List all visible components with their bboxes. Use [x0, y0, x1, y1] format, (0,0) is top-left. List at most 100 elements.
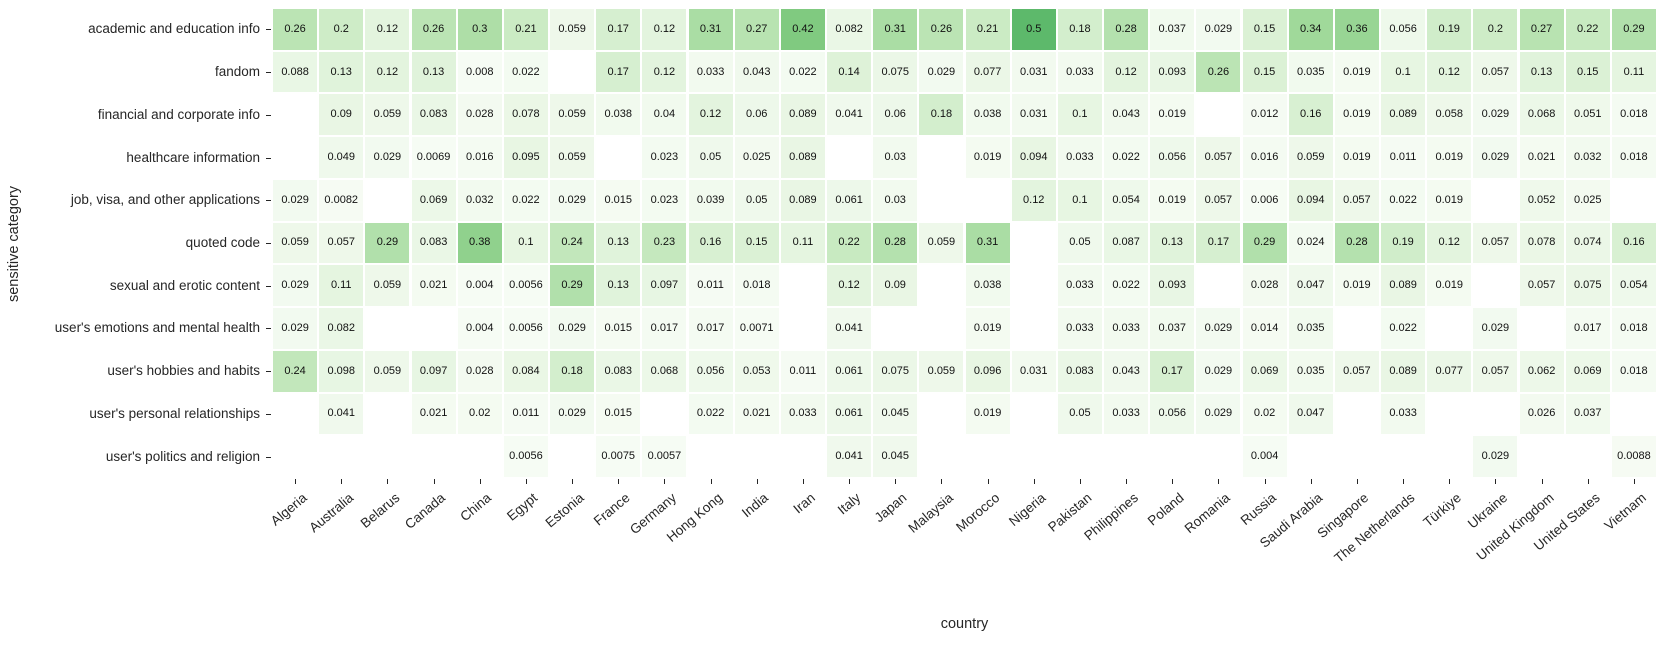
heatmap-cell: 0.075	[873, 350, 918, 392]
y-tick-mark	[266, 328, 271, 330]
x-tick-label: Estonia	[542, 490, 587, 531]
heatmap-cell: 0.11	[780, 222, 825, 264]
heatmap-cell: 0.022	[503, 51, 548, 93]
heatmap-cell: 0.016	[1242, 137, 1287, 178]
heatmap-cell: 0.028	[457, 350, 502, 392]
x-tick-label: Malaysia	[905, 490, 957, 536]
heatmap-cell: 0.019	[965, 137, 1010, 178]
heatmap-cell: 0.018	[1611, 350, 1656, 392]
heatmap-cell: 0.096	[965, 350, 1010, 392]
y-tick-label: fandom	[214, 64, 260, 80]
heatmap-cell: 0.029	[1473, 436, 1518, 477]
heatmap-cell: 0.029	[1196, 350, 1241, 392]
x-tick-label: Nigeria	[1005, 490, 1049, 529]
heatmap-cell: 0.094	[1288, 179, 1333, 221]
heatmap-cell: 0.087	[1104, 222, 1149, 264]
heatmap-cell: 0.077	[1427, 350, 1472, 392]
heatmap-cell: 0.033	[1057, 137, 1102, 178]
heatmap-cell: 0.0056	[503, 265, 548, 307]
heatmap-cell: 0.029	[919, 51, 964, 93]
heatmap-cell: 0.018	[734, 265, 779, 307]
x-tick-mark	[1172, 479, 1174, 484]
heatmap-cell: 0.1	[1057, 94, 1102, 136]
heatmap-cell: 0.022	[1381, 308, 1426, 349]
heatmap-cell: 0.12	[642, 9, 687, 50]
heatmap-cell: 0.29	[1242, 222, 1287, 264]
heatmap-cell: 0.13	[411, 51, 456, 93]
heatmap-cell: 0.022	[1104, 265, 1149, 307]
heatmap-cell: 0.024	[1288, 222, 1333, 264]
y-tick-label: user's personal relationships	[89, 405, 260, 421]
x-tick-label: Türkiye	[1420, 490, 1464, 530]
heatmap-cell: 0.059	[919, 350, 964, 392]
x-tick-mark	[525, 479, 527, 484]
heatmap-cell: 0.058	[1427, 94, 1472, 136]
y-tick-mark	[266, 243, 271, 244]
heatmap-cell: 0.033	[1381, 393, 1426, 435]
heatmap-cell: 0.047	[1288, 265, 1333, 307]
heatmap-cell: 0.2	[1473, 9, 1518, 50]
heatmap-cell: 0.04	[642, 94, 687, 136]
heatmap-cell: 0.019	[1427, 137, 1472, 178]
x-tick-mark	[295, 479, 297, 484]
x-tick-mark	[1126, 479, 1128, 484]
heatmap-cell: 0.045	[873, 393, 918, 435]
heatmap-cell: 0.02	[457, 393, 502, 435]
x-tick-label: Italy	[835, 490, 864, 518]
heatmap-cell: 0.05	[1057, 393, 1102, 435]
heatmap-cell: 0.032	[457, 179, 502, 221]
y-tick-mark	[266, 29, 271, 31]
heatmap-cell: 0.023	[642, 179, 687, 221]
heatmap-cell: 0.019	[965, 393, 1010, 435]
heatmap-cell: 0.056	[1381, 9, 1426, 50]
x-tick-mark	[1449, 479, 1451, 484]
heatmap-cell: 0.059	[550, 9, 595, 50]
heatmap-cell: 0.19	[1427, 9, 1472, 50]
heatmap-cell: 0.095	[503, 137, 548, 178]
x-tick-mark	[664, 479, 666, 484]
heatmap-cell: 0.069	[1565, 350, 1610, 392]
heatmap-cell: 0.029	[1196, 308, 1241, 349]
heatmap-cell: 0.21	[503, 9, 548, 50]
heatmap-cell: 0.0071	[734, 308, 779, 349]
heatmap-cell: 0.15	[1242, 9, 1287, 50]
x-tick-mark	[849, 479, 851, 484]
x-tick-label: Egypt	[504, 490, 541, 524]
heatmap-cell: 0.22	[827, 222, 872, 264]
heatmap-cell: 0.011	[688, 265, 733, 307]
heatmap-cell: 0.056	[1150, 137, 1195, 178]
x-tick-mark	[341, 479, 343, 484]
heatmap-cell: 0.0082	[319, 179, 364, 221]
heatmap-cell: 0.029	[365, 137, 410, 178]
heatmap-cell: 0.061	[827, 350, 872, 392]
x-tick-mark	[1218, 479, 1220, 484]
heatmap-cell: 0.21	[965, 9, 1010, 50]
heatmap-cell: 0.28	[1334, 222, 1379, 264]
heatmap-cell: 0.059	[365, 350, 410, 392]
heatmap-cell: 0.019	[1334, 137, 1379, 178]
y-tick-label: user's emotions and mental health	[54, 320, 260, 336]
heatmap-cell: 0.049	[319, 137, 364, 178]
heatmap-cell: 0.089	[1381, 265, 1426, 307]
x-tick-mark	[572, 479, 574, 484]
heatmap-cell: 0.057	[319, 222, 364, 264]
heatmap-cell: 0.051	[1565, 94, 1610, 136]
heatmap-cell: 0.045	[873, 436, 918, 477]
heatmap-cell: 0.06	[873, 94, 918, 136]
heatmap-cell: 0.12	[1104, 51, 1149, 93]
heatmap-cell: 0.18	[1057, 9, 1102, 50]
heatmap-cell: 0.056	[688, 350, 733, 392]
heatmap-cell: 0.29	[365, 222, 410, 264]
x-tick-mark	[1079, 479, 1081, 484]
heatmap-cell: 0.021	[734, 393, 779, 435]
heatmap-cell: 0.34	[1288, 9, 1333, 50]
heatmap-cell: 0.054	[1611, 265, 1656, 307]
x-tick-label: Canada	[402, 490, 449, 532]
heatmap-cell: 0.13	[1519, 51, 1564, 93]
x-tick-label: Iran	[790, 490, 818, 517]
heatmap-cell: 0.31	[688, 9, 733, 50]
heatmap-cell: 0.029	[550, 308, 595, 349]
heatmap-cell: 0.043	[1104, 94, 1149, 136]
heatmap-cell: 0.029	[273, 265, 318, 307]
heatmap-cell: 0.12	[1427, 222, 1472, 264]
